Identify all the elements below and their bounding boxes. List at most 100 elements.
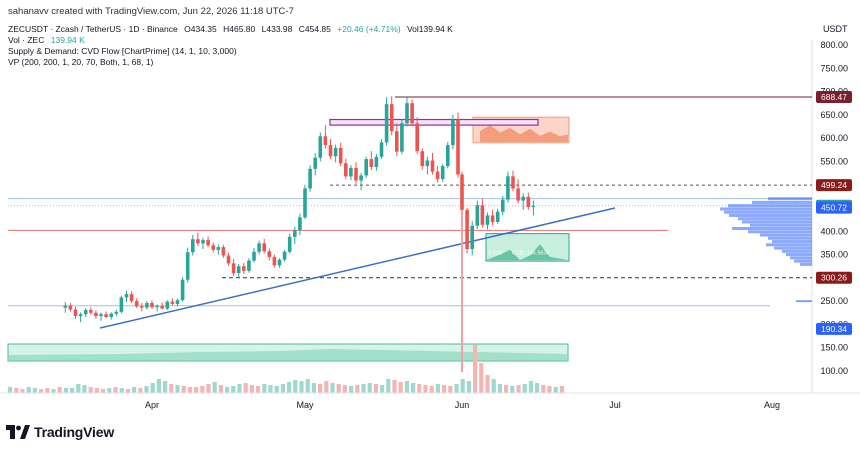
candle-body-54[interactable] — [338, 147, 343, 164]
price-badge[interactable] — [816, 271, 852, 284]
candle-body-17[interactable] — [150, 303, 154, 308]
candle-body-38[interactable] — [257, 243, 261, 252]
volume-legend-row[interactable]: Vol · ZEC 139.94 K — [8, 35, 457, 46]
rising-trendline[interactable] — [99, 207, 616, 329]
candle-body-50[interactable] — [318, 136, 323, 158]
candle-body-4[interactable] — [83, 309, 88, 315]
candle-body-22[interactable] — [175, 300, 180, 304]
candle-body-24[interactable] — [185, 252, 190, 280]
candle-body-48[interactable] — [308, 168, 312, 189]
candle-body-58[interactable] — [359, 175, 363, 181]
candle-body-20[interactable] — [165, 301, 170, 309]
candle-body-68[interactable] — [410, 103, 414, 124]
candle-body-82[interactable] — [480, 205, 485, 225]
candle-body-7[interactable] — [99, 314, 103, 317]
cvd-indicator-label[interactable]: Supply & Demand: CVD Flow [ChartPrime] (… — [8, 46, 237, 56]
candle-body-10[interactable] — [114, 311, 119, 314]
candle-body-84[interactable] — [490, 215, 495, 222]
candle-body-40[interactable] — [267, 251, 272, 257]
liquidity-box[interactable] — [329, 118, 539, 126]
candle-body-30[interactable] — [216, 247, 221, 250]
candle-body-55[interactable] — [344, 163, 348, 177]
candle-body-14[interactable] — [134, 301, 139, 307]
candle-body-89[interactable] — [516, 188, 520, 201]
symbol-legend-row[interactable]: ZECUSDT · Zcash / TetherUS · 1D · Binanc… — [8, 24, 457, 35]
candle-body-71[interactable] — [425, 160, 430, 167]
candle-body-25[interactable] — [191, 239, 195, 253]
symbol-name[interactable]: ZECUSDT · Zcash / TetherUS · 1D · Binanc… — [8, 24, 178, 34]
candle-body-9[interactable] — [109, 313, 113, 317]
candle-body-3[interactable] — [78, 314, 83, 317]
candle-body-78[interactable] — [460, 174, 464, 210]
candle-body-16[interactable] — [145, 303, 149, 308]
candle-body-92[interactable] — [531, 205, 536, 208]
candle-body-6[interactable] — [94, 312, 98, 317]
candle-body-67[interactable] — [405, 103, 409, 124]
candle-body-66[interactable] — [400, 123, 404, 152]
price-badge[interactable] — [816, 322, 852, 335]
candle-body-88[interactable] — [511, 176, 515, 189]
candle-body-21[interactable] — [170, 301, 175, 304]
candle-body-39[interactable] — [262, 243, 266, 252]
candle-body-74[interactable] — [440, 166, 445, 180]
candle-body-75[interactable] — [446, 145, 450, 167]
candle-body-77[interactable] — [456, 119, 460, 175]
candle-body-62[interactable] — [379, 142, 384, 157]
candle-body-33[interactable] — [231, 263, 236, 274]
candle-body-19[interactable] — [160, 305, 164, 309]
candle-body-12[interactable] — [124, 294, 129, 298]
candle-body-91[interactable] — [526, 196, 531, 208]
candle-body-41[interactable] — [272, 256, 277, 266]
candle-body-90[interactable] — [521, 196, 525, 201]
candle-body-52[interactable] — [328, 145, 333, 157]
vp-indicator-label[interactable]: VP (200, 200, 1, 20, 70, Both, 1, 68, 1) — [8, 57, 154, 67]
candle-body-51[interactable] — [323, 136, 328, 146]
candle-body-83[interactable] — [485, 215, 490, 225]
price-badge[interactable] — [816, 201, 852, 214]
candle-body-79[interactable] — [465, 209, 469, 249]
candle-body-36[interactable] — [247, 260, 251, 271]
candle-body-34[interactable] — [236, 266, 241, 274]
candle-body-15[interactable] — [140, 306, 144, 308]
candle-body-11[interactable] — [119, 297, 124, 312]
candle-body-56[interactable] — [349, 167, 353, 177]
candle-body-45[interactable] — [293, 230, 297, 237]
candle-body-46[interactable] — [298, 217, 302, 231]
price-badge[interactable] — [816, 90, 852, 103]
candle-body-13[interactable] — [129, 294, 134, 302]
volume-indicator-label[interactable]: Vol · ZEC — [8, 35, 45, 45]
candle-body-28[interactable] — [206, 240, 210, 246]
candle-body-76[interactable] — [451, 119, 455, 146]
candle-body-29[interactable] — [211, 245, 215, 250]
candle-body-81[interactable] — [475, 205, 480, 226]
candle-body-23[interactable] — [180, 279, 185, 301]
candle-body-87[interactable] — [506, 176, 510, 200]
candle-body-60[interactable] — [369, 159, 374, 168]
candle-body-1[interactable] — [68, 305, 73, 310]
candle-body-69[interactable] — [415, 123, 419, 152]
candle-body-57[interactable] — [354, 167, 358, 181]
candle-body-26[interactable] — [196, 239, 200, 244]
candle-body-0[interactable] — [63, 305, 68, 308]
candle-body-18[interactable] — [155, 305, 159, 308]
candle-body-61[interactable] — [374, 156, 379, 168]
price-badge[interactable] — [816, 179, 852, 192]
candle-body-8[interactable] — [104, 314, 108, 317]
candle-body-49[interactable] — [313, 157, 317, 169]
candle-body-72[interactable] — [430, 160, 435, 172]
candle-body-2[interactable] — [73, 309, 78, 317]
candle-body-37[interactable] — [252, 251, 256, 261]
candle-body-85[interactable] — [495, 211, 500, 222]
candle-body-64[interactable] — [389, 104, 394, 132]
candle-body-27[interactable] — [201, 240, 205, 244]
candle-body-42[interactable] — [277, 259, 282, 266]
candle-body-63[interactable] — [384, 104, 389, 143]
candle-body-47[interactable] — [303, 188, 307, 218]
candle-body-32[interactable] — [226, 255, 231, 264]
candle-body-59[interactable] — [364, 159, 368, 176]
cvd-indicator-row[interactable]: Supply & Demand: CVD Flow [ChartPrime] (… — [8, 46, 457, 57]
candle-body-65[interactable] — [395, 131, 399, 152]
candle-body-86[interactable] — [501, 199, 505, 212]
candle-body-31[interactable] — [221, 247, 226, 256]
